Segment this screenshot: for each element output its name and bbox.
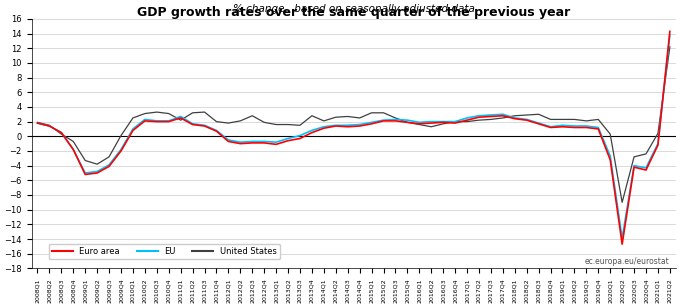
- Text: ec.europa.eu/eurostat: ec.europa.eu/eurostat: [585, 257, 669, 266]
- Text: % change,  based on seasonally adjusted data: % change, based on seasonally adjusted d…: [233, 4, 475, 14]
- Legend: Euro area, EU, United States: Euro area, EU, United States: [48, 243, 280, 259]
- Title: GDP growth rates over the same quarter of the previous year: GDP growth rates over the same quarter o…: [137, 6, 571, 19]
